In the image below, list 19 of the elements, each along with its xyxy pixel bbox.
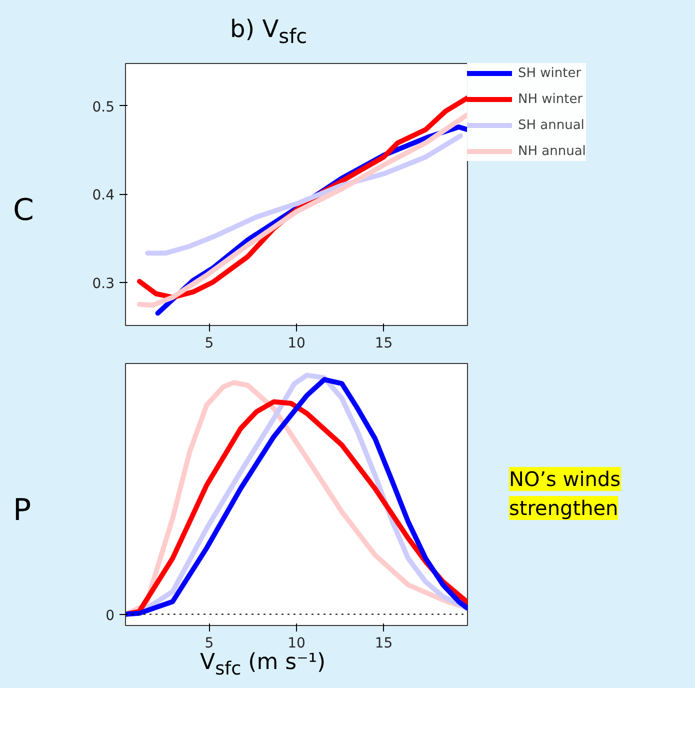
x-tick-label: 10 <box>288 336 306 352</box>
y-tick-label: 0.5 <box>92 100 114 116</box>
y-tick-label: 0.3 <box>92 276 114 292</box>
legend-label: NH winter <box>518 92 583 107</box>
x-tick-label: 10 <box>288 636 306 652</box>
y-axis-title: P <box>13 492 32 530</box>
legend-label: NH annual <box>518 144 586 159</box>
x-tick-label: 5 <box>204 336 214 352</box>
y-tick-label: 0.4 <box>92 188 115 204</box>
legend-label: SH annual <box>518 118 584 133</box>
text: NO’s winds strengthen <box>509 467 621 520</box>
x-axis-title: V$_{sfc}$ (m s⁻¹) <box>200 650 326 680</box>
y-axis-title: C <box>13 192 34 230</box>
ref-line-label: 0 <box>106 608 115 624</box>
x-tick-label: 5 <box>204 636 214 652</box>
legend-label: SH winter <box>518 66 582 81</box>
x-tick-label: 15 <box>374 636 393 652</box>
x-tick-label: 15 <box>374 336 393 352</box>
chart-title: b) V$_{sfc}$ <box>230 14 308 50</box>
